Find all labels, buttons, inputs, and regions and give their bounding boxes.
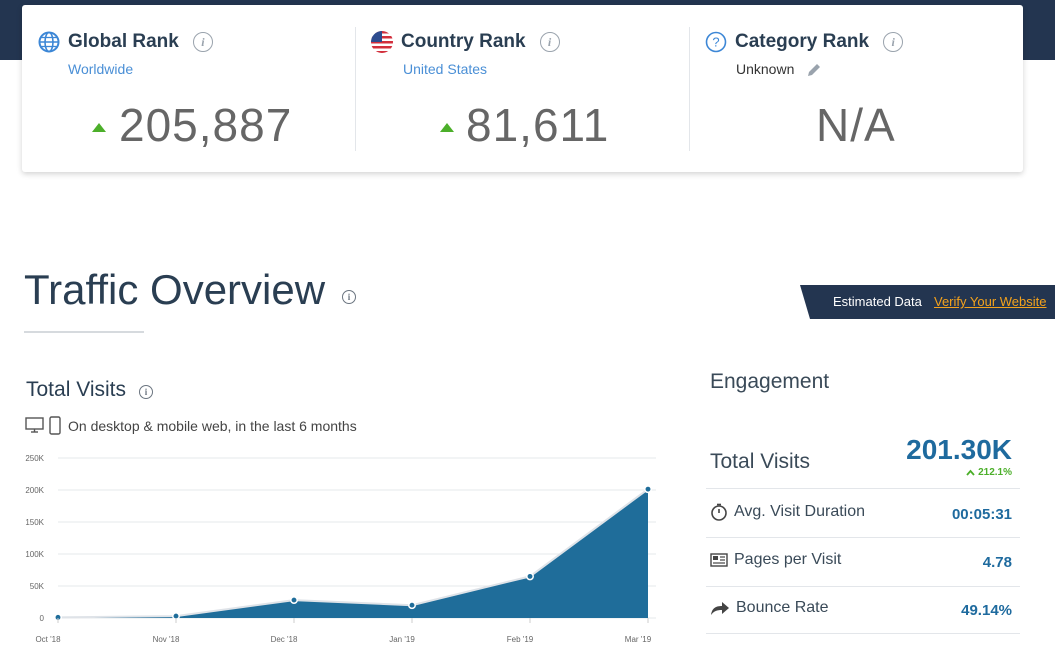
- data-point: [644, 485, 652, 494]
- us-flag-icon: [371, 31, 393, 53]
- divider: [689, 27, 690, 151]
- category-rank-scope-text: Unknown: [736, 61, 795, 77]
- y-tick-label: 150K: [25, 518, 44, 527]
- question-icon: ?: [705, 31, 727, 53]
- bounce-rate-value: 49.14%: [961, 602, 1012, 619]
- avg-visit-duration-value: 00:05:31: [951, 506, 1012, 523]
- category-rank-scope: Unknown: [736, 61, 822, 78]
- category-rank-value: N/A: [816, 99, 896, 151]
- info-icon[interactable]: i: [139, 385, 153, 399]
- info-icon[interactable]: i: [539, 32, 560, 52]
- country-rank-panel: Country Rank i United States 81,611: [355, 5, 689, 172]
- change-up-arrow-icon: [966, 469, 975, 476]
- stopwatch-icon: [711, 503, 727, 521]
- engagement-title: Engagement: [710, 370, 830, 393]
- data-point: [526, 572, 534, 581]
- engagement-total-visits-value: 201.30K: [906, 434, 1012, 465]
- pencil-icon[interactable]: [806, 62, 822, 78]
- global-rank-value: 205,887: [119, 99, 293, 151]
- info-icon[interactable]: i: [883, 32, 904, 52]
- globe-icon: [38, 31, 60, 53]
- divider: [706, 633, 1020, 634]
- total-visits-subtitle: On desktop & mobile web, in the last 6 m…: [68, 418, 357, 434]
- avg-visit-duration-text: Avg. Visit Duration: [734, 503, 866, 520]
- page-title: Traffic Overview: [24, 266, 326, 313]
- pages-per-visit-text: Pages per Visit: [734, 551, 842, 568]
- rank-card: Global Rank i Worldwide 205,887 Co: [22, 5, 1023, 172]
- divider: [706, 586, 1020, 587]
- x-tick-label: Oct '18: [35, 635, 61, 644]
- country-rank-title: Country Rank: [401, 31, 526, 52]
- total-visits-change-text: 212.1%: [978, 467, 1012, 478]
- x-tick-label: Feb '19: [507, 635, 534, 644]
- mobile-icon: [49, 416, 61, 435]
- x-tick-label: Mar '19: [625, 635, 652, 644]
- visits-area: [58, 489, 648, 618]
- category-rank-panel: ? Category Rank i Unknown N/A: [689, 5, 1023, 172]
- y-tick-label: 50K: [30, 582, 45, 591]
- desktop-icon: [25, 417, 44, 433]
- visits-line: [57, 488, 649, 619]
- total-visits-title: Total Visits: [26, 378, 126, 402]
- bounce-rate-label: Bounce Rate: [710, 599, 829, 617]
- engagement-total-visits-label: Total Visits: [710, 450, 810, 473]
- title-underline: [24, 331, 144, 333]
- rank-up-arrow-icon: [440, 123, 454, 132]
- pages-icon: [710, 553, 728, 567]
- estimated-data-label: Estimated Data: [833, 294, 922, 309]
- data-point: [408, 601, 416, 610]
- divider: [355, 27, 356, 151]
- y-tick-label: 0: [40, 614, 45, 623]
- info-icon[interactable]: i: [192, 32, 213, 52]
- country-rank-scope[interactable]: United States: [403, 61, 488, 77]
- pages-per-visit-label: Pages per Visit: [710, 551, 841, 569]
- verify-website-link[interactable]: Verify Your Website: [934, 294, 1047, 309]
- category-rank-title: Category Rank: [735, 31, 870, 52]
- total-visits-chart: 0 50K 100K 150K 200K 250K Oct '18 Nov '18 Dec '1…: [25, 454, 656, 644]
- device-icons: [25, 416, 61, 435]
- estimated-data-banner: Estimated Data Verify Your Website: [800, 285, 1055, 319]
- pages-per-visit-value: 4.78: [982, 554, 1012, 571]
- total-visits-change: 212.1%: [900, 467, 1012, 478]
- data-point: [290, 596, 298, 605]
- y-tick-label: 250K: [25, 454, 44, 463]
- rank-up-arrow-icon: [92, 123, 106, 132]
- x-tick-label: Nov '18: [153, 635, 180, 644]
- bounce-arrow-icon: [711, 602, 729, 615]
- divider: [706, 488, 1020, 489]
- y-tick-label: 100K: [25, 550, 44, 559]
- global-rank-panel: Global Rank i Worldwide 205,887: [22, 5, 355, 172]
- bounce-rate-text: Bounce Rate: [736, 599, 829, 616]
- country-rank-value: 81,611: [466, 99, 610, 151]
- avg-visit-duration-label: Avg. Visit Duration: [710, 503, 865, 521]
- global-rank-title: Global Rank: [68, 31, 179, 52]
- x-tick-label: Jan '19: [389, 635, 415, 644]
- total-visits-title-text: Total Visits: [26, 378, 126, 401]
- x-tick-label: Dec '18: [271, 635, 298, 644]
- divider: [706, 537, 1020, 538]
- global-rank-scope[interactable]: Worldwide: [68, 61, 134, 77]
- y-tick-label: 200K: [25, 486, 44, 495]
- info-icon[interactable]: i: [342, 290, 356, 304]
- svg-text:?: ?: [712, 35, 719, 50]
